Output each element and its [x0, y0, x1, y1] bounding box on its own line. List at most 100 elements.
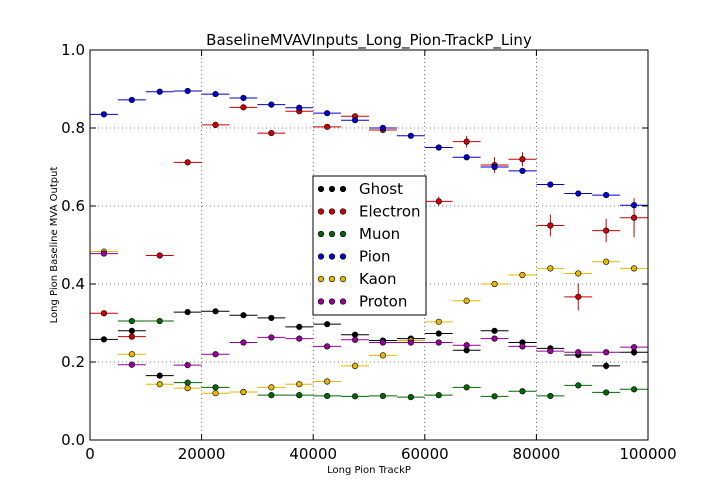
plot-frame	[89, 49, 649, 441]
kaon-point	[156, 381, 163, 388]
pion-point	[603, 191, 610, 199]
muon-point	[630, 386, 638, 393]
ghost-point	[351, 331, 359, 338]
kaon-point	[435, 318, 442, 325]
muon-point	[603, 389, 610, 396]
x-tick-label: 60000	[401, 445, 449, 463]
pion-point	[575, 190, 582, 197]
legend-marker-pion	[339, 253, 347, 260]
proton-point	[324, 343, 331, 350]
ghost-point	[324, 321, 331, 328]
pion-point	[630, 202, 638, 209]
electron-point	[156, 252, 163, 259]
electron-point	[630, 214, 638, 221]
ghost-point	[268, 314, 275, 322]
ghost-point	[100, 336, 108, 343]
proton-point	[603, 349, 610, 356]
pion-point	[407, 132, 414, 139]
pion-point	[379, 124, 387, 132]
legend-marker-muon	[328, 230, 336, 238]
electron-point	[463, 138, 470, 145]
pion-point	[128, 96, 135, 104]
electron-point	[575, 293, 582, 300]
proton-point	[128, 361, 135, 368]
kaon-point	[547, 265, 554, 272]
y-tick-label: 0.8	[61, 119, 85, 137]
ghost-point	[240, 312, 247, 319]
proton-point	[547, 347, 554, 355]
kaon-point	[324, 378, 331, 385]
muon-point	[212, 384, 219, 391]
muon-point	[268, 392, 275, 399]
kaon-point	[268, 384, 275, 391]
electron-point	[603, 227, 610, 234]
kaon-point	[296, 381, 303, 388]
legend-marker-ghost	[328, 185, 336, 193]
legend-label-electron: Electron	[359, 203, 421, 221]
data-points	[100, 87, 638, 401]
ghost-point	[128, 327, 135, 334]
kaon-point	[379, 352, 387, 359]
legend-label-kaon: Kaon	[359, 270, 396, 288]
electron-point	[519, 156, 526, 163]
muon-point	[296, 392, 303, 399]
legend-marker-proton	[328, 298, 336, 305]
x-tick-label: 80000	[513, 445, 561, 463]
proton-point	[268, 334, 275, 341]
ghost-point	[630, 349, 638, 356]
muon-point	[435, 392, 442, 399]
kaon-point	[630, 265, 638, 272]
pion-point	[212, 90, 219, 98]
muon-point	[407, 394, 414, 401]
muon-point	[351, 393, 359, 400]
muon-point	[491, 393, 498, 400]
legend-label-pion: Pion	[359, 248, 391, 266]
pion-point	[240, 94, 247, 102]
legend-marker-ghost	[317, 185, 325, 193]
proton-point	[435, 339, 442, 346]
y-axis-label: Long Pion Baseline MVA Output	[49, 167, 60, 324]
legend-marker-pion	[317, 253, 325, 260]
electron-point	[212, 121, 219, 128]
pion-point	[268, 101, 275, 108]
pion-point	[519, 167, 526, 174]
legend-marker-ghost	[339, 185, 347, 193]
legend-marker-proton	[317, 298, 325, 305]
proton-point	[379, 339, 387, 346]
electron-point	[435, 198, 442, 205]
proton-point	[240, 339, 247, 346]
kaon-point	[351, 362, 359, 370]
x-tick-label: 0	[85, 445, 95, 463]
x-tick-label: 40000	[289, 445, 337, 463]
legend-label-muon: Muon	[359, 225, 400, 243]
pion-point	[463, 154, 470, 161]
ghost-point	[184, 308, 191, 316]
pion-point	[351, 117, 359, 124]
legend-marker-muon	[339, 230, 347, 238]
ghost-point	[603, 362, 610, 370]
chart-title: BaselineMVAVInputs_Long_Pion-TrackP_Liny	[206, 31, 532, 50]
muon-point	[324, 392, 331, 400]
proton-point	[407, 339, 414, 346]
ghost-point	[296, 323, 303, 331]
y-tick-label: 0.4	[61, 275, 85, 293]
legend-marker-electron	[339, 208, 347, 215]
pion-point	[156, 88, 163, 95]
electron-point	[128, 333, 135, 340]
muon-point	[463, 384, 470, 391]
proton-point	[184, 362, 191, 369]
electron-point	[240, 104, 247, 111]
proton-point	[296, 335, 303, 342]
kaon-point	[128, 351, 135, 358]
electron-point	[184, 159, 191, 166]
legend-label-ghost: Ghost	[359, 180, 403, 198]
electron-point	[547, 222, 554, 229]
pion-point	[547, 181, 554, 188]
pion-point	[296, 104, 303, 111]
y-tick-label: 0.6	[61, 197, 85, 215]
muon-point	[184, 379, 191, 386]
muon-point	[128, 317, 135, 325]
y-tick-label: 1.0	[61, 41, 85, 59]
kaon-point	[184, 385, 191, 392]
